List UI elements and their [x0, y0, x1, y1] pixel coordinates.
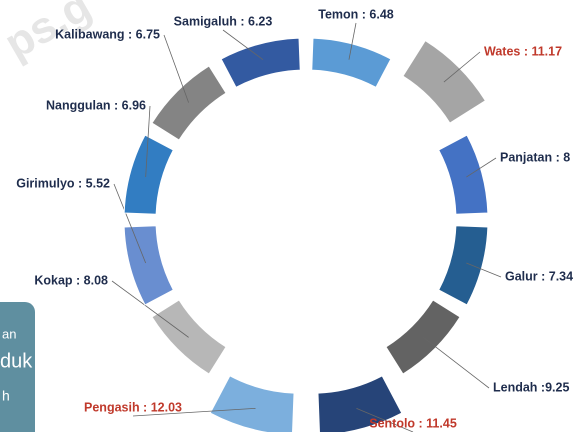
segment: [123, 225, 174, 306]
data-label: Samigaluh : 6.23: [174, 14, 273, 28]
leader-line: [443, 51, 481, 83]
segment: [151, 65, 227, 141]
data-label: Kokap : 8.08: [34, 273, 108, 287]
leader-line: [132, 407, 256, 417]
data-label: Girimulyo : 5.52: [16, 176, 110, 190]
overlay-text: duk: [0, 350, 33, 372]
segment: [438, 225, 489, 306]
data-label: Galur : 7.34: [505, 269, 573, 283]
leader-line: [113, 183, 147, 264]
leader-line: [356, 407, 414, 432]
leader-line: [423, 337, 490, 389]
leader-line: [348, 22, 357, 60]
leader-line: [466, 157, 497, 178]
data-label: Pengasih : 12.03: [84, 400, 182, 414]
segment: [151, 299, 227, 375]
overlay-panel: [0, 302, 35, 432]
leader-line: [163, 34, 189, 103]
data-label: Nanggulan : 6.96: [46, 98, 146, 112]
segment: [123, 134, 174, 215]
leader-line: [466, 262, 502, 278]
leader-line: [222, 29, 264, 60]
leader-line: [111, 280, 189, 338]
data-label: Wates : 11.17: [484, 44, 562, 58]
overlay-text: h: [2, 388, 10, 404]
data-label: Sentolo : 11.45: [369, 416, 457, 430]
leader-line: [145, 105, 151, 178]
data-label: Panjatan : 8: [500, 150, 570, 164]
segment: [209, 375, 295, 432]
segment: [220, 37, 301, 88]
data-label: Temon : 6.48: [318, 7, 394, 21]
overlay-text: an: [2, 326, 16, 341]
segment: [385, 299, 461, 375]
segment: [317, 375, 403, 432]
segment: [438, 134, 489, 215]
data-label: Lendah :9.25: [493, 380, 569, 394]
data-label: Kalibawang : 6.75: [55, 27, 160, 41]
segment: [311, 37, 392, 88]
